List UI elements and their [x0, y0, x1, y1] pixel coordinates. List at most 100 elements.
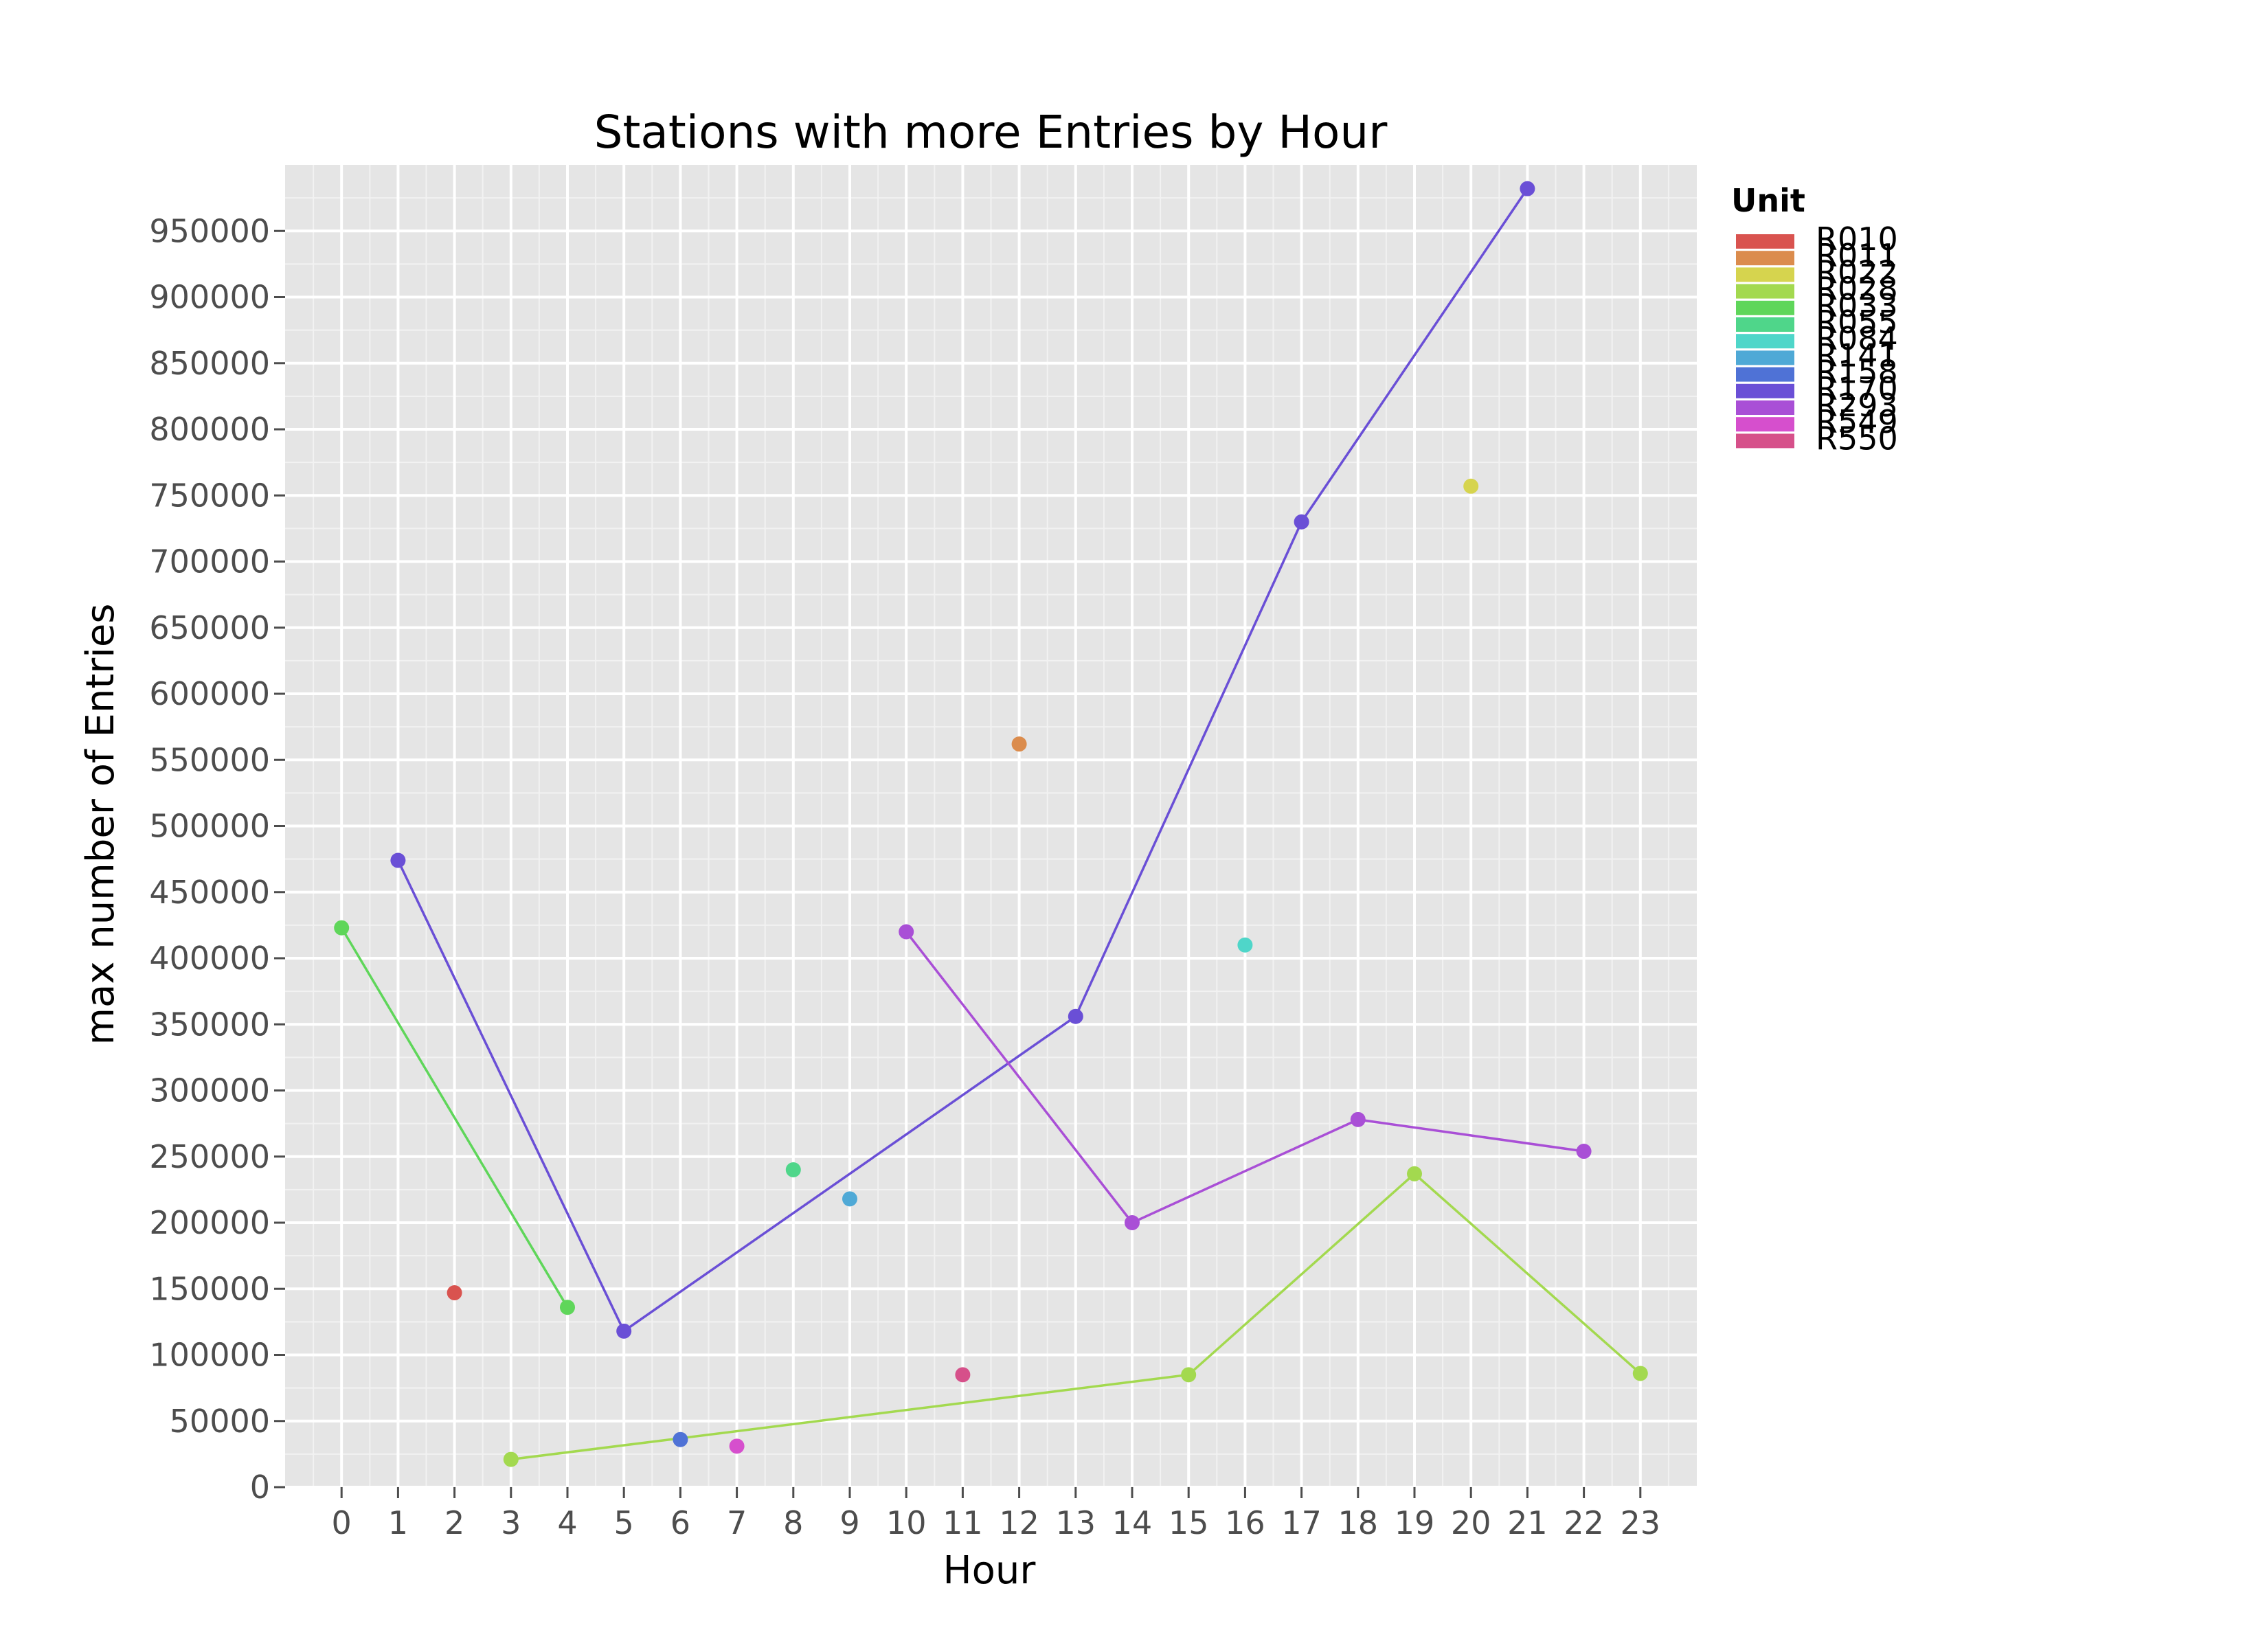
y-tick-label: 400000	[149, 940, 270, 977]
legend-label-r010: R010	[1816, 220, 1898, 258]
legend-title: Unit	[1731, 182, 1805, 219]
legend-key-r084	[1736, 334, 1794, 349]
x-tick-label: 21	[1507, 1504, 1548, 1541]
legend-key-r549	[1736, 417, 1794, 432]
y-tick-label: 600000	[149, 675, 270, 712]
x-tick-label: 17	[1281, 1504, 1322, 1541]
legend-key-r158	[1736, 367, 1794, 382]
y-tick-label: 150000	[149, 1270, 270, 1307]
legend-label-r084: R084	[1816, 320, 1898, 357]
legend-label-r549: R549	[1816, 403, 1898, 440]
legend-key-r010	[1736, 234, 1794, 249]
data-point-r033	[560, 1300, 575, 1315]
x-tick-label: 10	[886, 1504, 927, 1541]
y-tick-label: 0	[250, 1469, 270, 1506]
y-tick-label: 850000	[149, 345, 270, 382]
data-point-r158	[673, 1432, 688, 1447]
y-tick-label: 250000	[149, 1138, 270, 1175]
legend-key-r011	[1736, 251, 1794, 266]
data-point-r293	[1350, 1111, 1366, 1127]
x-tick-label: 12	[999, 1504, 1039, 1541]
y-tick-label: 350000	[149, 1006, 270, 1043]
y-tick-label: 950000	[149, 212, 270, 249]
data-point-r084	[1237, 937, 1253, 953]
x-tick-label: 3	[501, 1504, 521, 1541]
legend-label-r011: R011	[1816, 237, 1898, 274]
y-tick-label: 900000	[149, 279, 270, 316]
legend-label-r158: R158	[1816, 354, 1898, 391]
data-point-r033	[334, 920, 350, 936]
legend-key-r033	[1736, 300, 1794, 315]
data-point-r010	[447, 1285, 462, 1301]
legend: Unit R010R011R022R028R033R055R084R141R15…	[1731, 182, 1898, 457]
data-point-r170	[1068, 1008, 1083, 1024]
y-tick-label: 500000	[149, 808, 270, 845]
x-tick-label: 0	[332, 1504, 352, 1541]
x-tick-label: 22	[1564, 1504, 1604, 1541]
data-point-r028	[1407, 1166, 1422, 1181]
x-tick-label: 20	[1451, 1504, 1491, 1541]
data-point-r170	[1520, 181, 1535, 196]
legend-key-r550	[1736, 433, 1794, 449]
legend-label-r033: R033	[1816, 287, 1898, 324]
data-point-r293	[1125, 1215, 1140, 1230]
series-line-r028	[510, 1172, 1641, 1461]
legend-label-r293: R293	[1816, 387, 1898, 424]
chart-title: Stations with more Entries by Hour	[594, 106, 1388, 159]
x-tick-label: 5	[614, 1504, 634, 1541]
x-tick-label: 16	[1225, 1504, 1265, 1541]
legend-key-r293	[1736, 400, 1794, 415]
x-tick-label: 8	[783, 1504, 803, 1541]
series-line-r033	[340, 927, 569, 1309]
data-point-r141	[842, 1191, 857, 1207]
legend-key-r022	[1736, 267, 1794, 282]
x-tick-label: 4	[557, 1504, 577, 1541]
data-point-r028	[1181, 1367, 1197, 1383]
y-tick-label: 450000	[149, 874, 270, 911]
legend-label-r022: R022	[1816, 253, 1898, 291]
x-tick-label: 1	[388, 1504, 408, 1541]
y-tick-label: 300000	[149, 1072, 270, 1109]
y-tick-label: 200000	[149, 1204, 270, 1241]
y-tick-label: 50000	[170, 1403, 270, 1440]
x-tick-label: 9	[839, 1504, 859, 1541]
data-point-r170	[390, 852, 406, 868]
x-tick-label: 23	[1621, 1504, 1661, 1541]
data-point-r293	[1576, 1144, 1592, 1159]
legend-key-r028	[1736, 284, 1794, 299]
data-point-r293	[899, 924, 914, 940]
y-tick-label: 800000	[149, 411, 270, 448]
data-point-r170	[1294, 514, 1309, 530]
legend-key-r141	[1736, 350, 1794, 365]
series-points	[334, 181, 1648, 1467]
data-point-r028	[1632, 1366, 1648, 1381]
y-tick-label: 100000	[149, 1337, 270, 1374]
legend-key-r170	[1736, 383, 1794, 398]
legend-label-r141: R141	[1816, 337, 1898, 374]
legend-label-r028: R028	[1816, 271, 1898, 308]
y-axis-label: max number of Entries	[78, 604, 123, 1045]
legend-label-r170: R170	[1816, 370, 1898, 407]
data-point-r170	[616, 1323, 632, 1339]
y-tick-label: 650000	[149, 609, 270, 646]
data-point-r022	[1463, 478, 1479, 494]
y-tick-label: 550000	[149, 741, 270, 778]
x-tick-label: 11	[943, 1504, 983, 1541]
x-tick-label: 18	[1338, 1504, 1379, 1541]
series-line-r293	[905, 931, 1584, 1225]
legend-label-r055: R055	[1816, 304, 1898, 341]
legend-label-r550: R550	[1816, 420, 1898, 457]
data-point-r055	[785, 1162, 801, 1177]
data-point-r028	[503, 1451, 519, 1467]
x-axis-label: Hour	[943, 1548, 1037, 1593]
y-axis: 0 50000 100000 150000 200000 250000 300000 3500…	[149, 212, 285, 1506]
x-tick-label: 6	[670, 1504, 690, 1541]
x-axis: 0 1 2 3 4 5 6 7 8 9 10 11 12 13 14 15 16 17 18 19 20 21 22 23	[332, 1487, 1661, 1541]
major-gridlines	[285, 165, 1697, 1489]
x-tick-label: 7	[727, 1504, 747, 1541]
x-tick-label: 15	[1169, 1504, 1209, 1541]
data-point-r550	[955, 1367, 971, 1383]
x-tick-label: 19	[1395, 1504, 1435, 1541]
legend-key-r055	[1736, 317, 1794, 332]
y-tick-label: 700000	[149, 543, 270, 580]
